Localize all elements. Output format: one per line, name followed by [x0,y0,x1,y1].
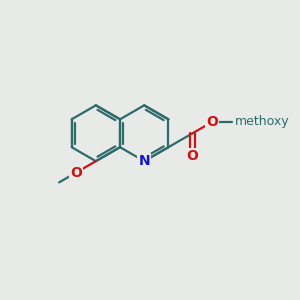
Text: methoxy: methoxy [235,115,290,128]
Text: O: O [187,149,199,163]
Text: O: O [206,115,218,129]
Text: O: O [70,166,82,180]
Text: N: N [138,154,150,168]
